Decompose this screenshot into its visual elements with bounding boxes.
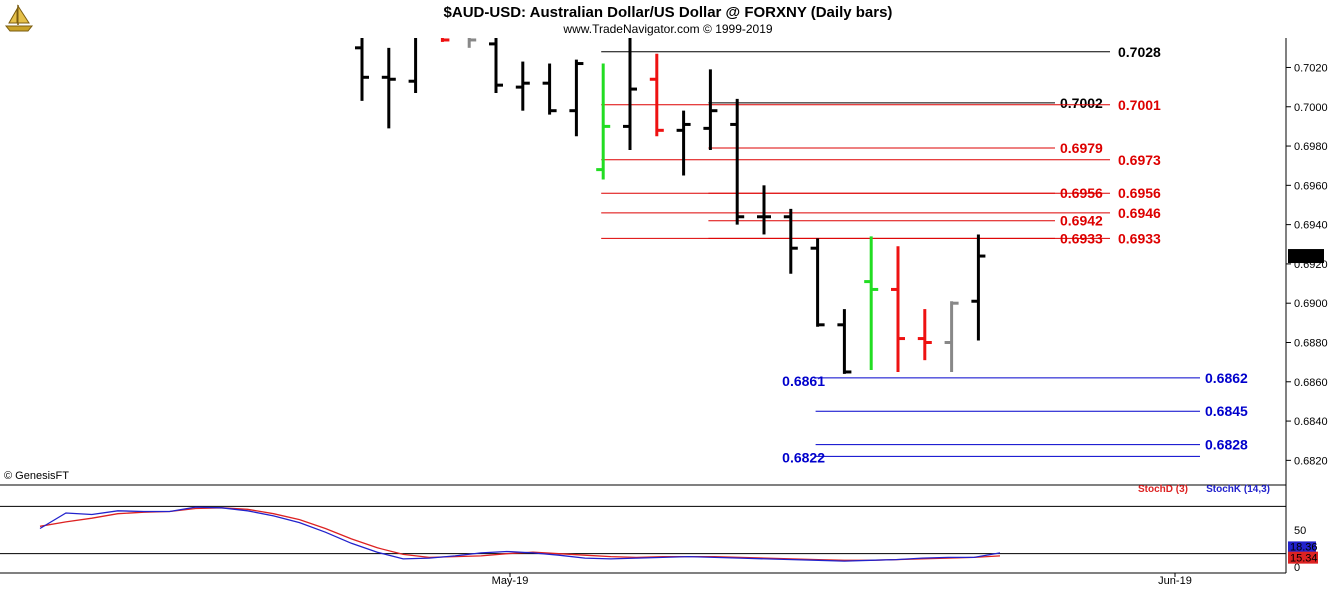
ohlc-bar	[917, 309, 932, 361]
ohlc-bar	[676, 110, 691, 176]
last-price-box	[1288, 249, 1324, 264]
last-price-label: 0.6924	[1290, 251, 1324, 263]
stoch-k-line	[39, 506, 1001, 562]
level-label: 0.6861	[782, 373, 825, 389]
level-label: 0.6845	[1205, 403, 1248, 419]
level-label: 0.6942	[1060, 213, 1103, 229]
chart-subtitle: www.TradeNavigator.com © 1999-2019	[562, 22, 772, 36]
price-tick-label: 0.6840	[1294, 416, 1328, 428]
level-label: 0.6946	[1118, 205, 1161, 221]
ohlc-bar	[440, 38, 450, 42]
ohlc-bar	[757, 185, 771, 235]
ohlc-bars	[355, 38, 986, 374]
level-label: 0.6956	[1118, 185, 1161, 201]
price-tick-label: 0.6960	[1294, 180, 1328, 192]
price-tick-label: 0.6860	[1294, 377, 1328, 389]
ohlc-bar	[542, 63, 557, 115]
ohlc-bar	[837, 309, 852, 374]
ohlc-bar	[489, 38, 503, 94]
copyright-label: © GenesisFT	[4, 470, 69, 482]
price-tick-label: 0.6940	[1294, 220, 1328, 232]
level-label: 0.6979	[1060, 140, 1103, 156]
level-label: 0.6822	[782, 449, 825, 465]
ohlc-bar	[810, 238, 825, 327]
price-axis: 0.70200.70000.69800.69600.69400.69200.69…	[1286, 62, 1328, 467]
ohlc-bar	[891, 246, 905, 372]
ohlc-bar	[944, 301, 959, 372]
level-label: 0.6828	[1205, 437, 1248, 453]
level-label: 0.7001	[1118, 97, 1161, 113]
ohlc-bar	[730, 98, 745, 225]
header: $AUD-USD: Australian Dollar/US Dollar @ …	[4, 4, 893, 36]
x-axis: May-19 Jun-19	[0, 572, 1286, 587]
stoch-d-value-box	[1288, 551, 1318, 564]
price-tick-label: 0.6880	[1294, 337, 1328, 349]
level-label: 0.7028	[1118, 44, 1161, 60]
fib-levels: 0.7028 0.7002 0.7001 0.6979 0.6973 0.6956 0.69…	[601, 44, 1248, 465]
stoch-d-line	[39, 507, 1001, 561]
ohlc-bar	[703, 69, 718, 150]
ohlc-bar	[515, 61, 530, 111]
gold-sailboat-icon	[4, 4, 34, 32]
ohlc-bar	[355, 38, 369, 101]
ohlc-bar	[596, 63, 611, 180]
x-tick-label: May-19	[492, 575, 529, 587]
ohlc-bar	[467, 38, 477, 48]
level-label: 0.6973	[1118, 152, 1161, 168]
ohlc-bar	[649, 53, 664, 137]
stoch-tick-label: 0	[1294, 562, 1300, 574]
stoch-tick-label: 50	[1294, 525, 1306, 537]
ohlc-bar	[864, 236, 879, 370]
stoch-k-value: 18.36	[1290, 541, 1318, 553]
stoch-d-value: 15.34	[1290, 553, 1318, 565]
level-label: 0.7002	[1060, 95, 1103, 111]
ohlc-bar	[783, 208, 798, 274]
x-tick-label: Jun-19	[1158, 575, 1192, 587]
price-tick-label: 0.7020	[1294, 62, 1328, 74]
level-label: 0.6933	[1118, 230, 1161, 246]
stoch-d-legend: StochD (3)	[1138, 484, 1188, 495]
ohlc-bar	[381, 47, 396, 129]
price-tick-label: 0.6900	[1294, 298, 1328, 310]
ohlc-bar	[971, 234, 986, 341]
ohlc-bar	[623, 38, 637, 150]
level-label: 0.6862	[1205, 370, 1248, 386]
price-tick-label: 0.6980	[1294, 141, 1328, 153]
ohlc-bar	[408, 38, 418, 94]
ohlc-bar	[569, 59, 584, 137]
chart-title: $AUD-USD: Australian Dollar/US Dollar @ …	[444, 4, 893, 21]
price-tick-label: 0.6820	[1294, 455, 1328, 467]
stoch-k-legend: StochK (14,3)	[1206, 484, 1270, 495]
price-tick-label: 0.7000	[1294, 102, 1328, 114]
stoch-k-value-box	[1288, 541, 1316, 553]
